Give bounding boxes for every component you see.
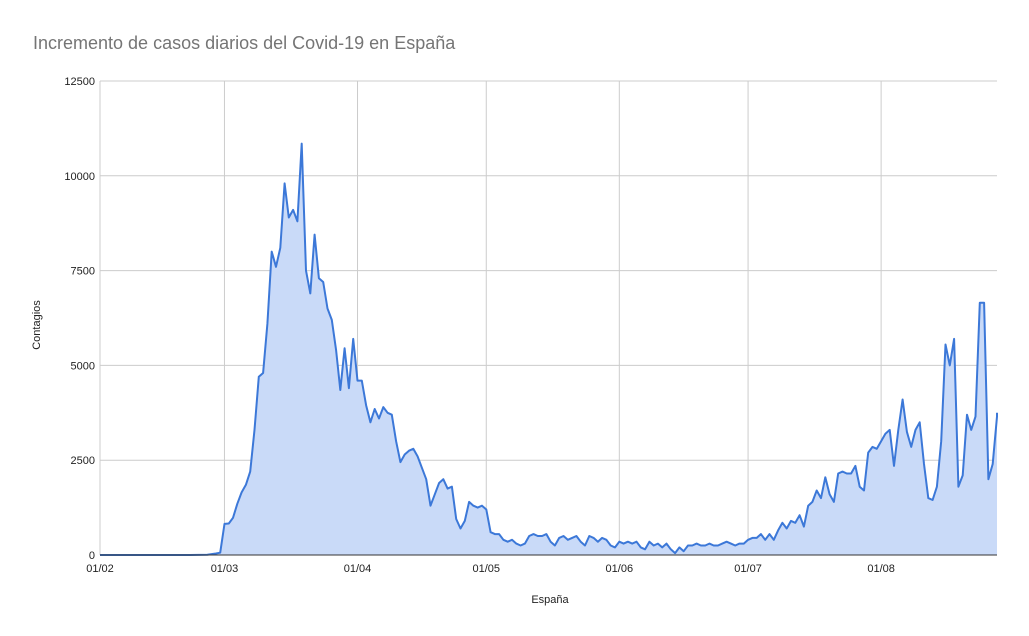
series-area-fill — [100, 143, 997, 555]
x-tick-label: 01/07 — [734, 563, 762, 575]
x-tick-label: 01/05 — [473, 563, 501, 575]
series-line — [100, 142, 998, 556]
x-tick-labels: 01/02 01/03 01/04 01/05 01/06 01/07 01/08 — [86, 563, 895, 575]
chart-title: Incremento de casos diarios del Covid-19… — [33, 33, 456, 53]
y-tick-labels: 0 2500 5000 7500 10000 12500 — [64, 76, 95, 562]
y-tick-label: 0 — [89, 550, 95, 562]
x-tick-label: 01/08 — [867, 563, 895, 575]
x-axis-title: España — [531, 594, 569, 606]
x-tick-label: 01/06 — [606, 563, 634, 575]
y-tick-label: 12500 — [64, 76, 95, 88]
y-tick-label: 2500 — [71, 455, 95, 467]
x-gridlines — [99, 81, 882, 555]
x-tick-label: 01/02 — [86, 563, 114, 575]
y-axis-title: Contagios — [31, 300, 43, 350]
x-tick-label: 01/04 — [344, 563, 372, 575]
y-tick-label: 10000 — [64, 171, 95, 183]
x-tick-label: 01/03 — [211, 563, 239, 575]
y-tick-label: 5000 — [71, 360, 95, 372]
y-gridlines — [100, 80, 997, 461]
y-tick-label: 7500 — [71, 266, 95, 278]
